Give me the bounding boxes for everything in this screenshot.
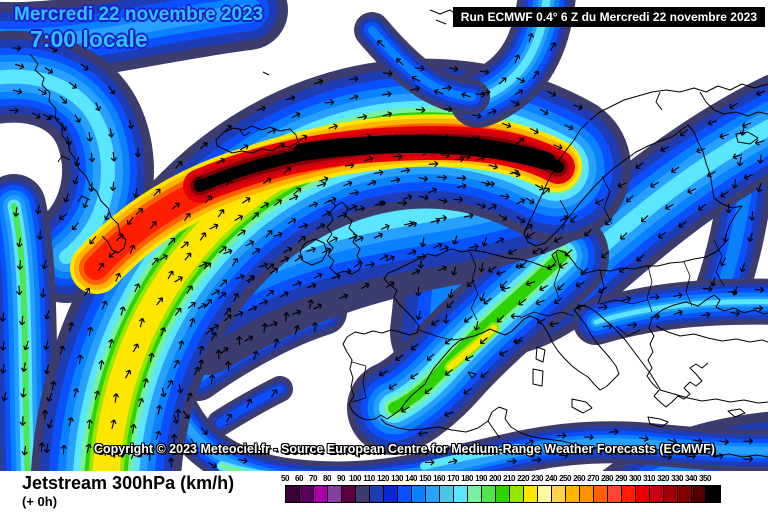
legend-cell [342, 486, 356, 502]
legend-tick-label: 140 [405, 474, 417, 483]
coastlines-layer [29, 9, 768, 458]
legend-cell [580, 486, 594, 502]
legend-tick-label: 330 [671, 474, 683, 483]
legend-cell [594, 486, 608, 502]
legend-cell [300, 486, 314, 502]
legend-tick-label: 70 [309, 474, 317, 483]
legend-tick-label: 210 [503, 474, 515, 483]
legend-tick-label: 90 [337, 474, 345, 483]
legend-cell [398, 486, 412, 502]
legend-color-scale: 50 60 70 80 90 100 110 120 130 140 150 160 170 180 190… [281, 474, 721, 503]
legend-cell [356, 486, 370, 502]
legend-color-cells [285, 485, 721, 503]
legend-tick-label: 350 [699, 474, 711, 483]
legend-tick-label: 130 [391, 474, 403, 483]
forecast-lead-time: (+ 0h) [22, 494, 58, 509]
legend-tick-label: 160 [433, 474, 445, 483]
legend-tick-label: 100 [349, 474, 361, 483]
legend-tick-label: 50 [281, 474, 289, 483]
legend-cell [608, 486, 622, 502]
legend-cell [566, 486, 580, 502]
legend-cell [482, 486, 496, 502]
legend-cell [412, 486, 426, 502]
legend-tick-label: 260 [573, 474, 585, 483]
legend-cell [496, 486, 510, 502]
legend-tick-label: 340 [685, 474, 697, 483]
legend-tick-label: 180 [461, 474, 473, 483]
legend-tick-label: 290 [615, 474, 627, 483]
legend-tick-label: 300 [629, 474, 641, 483]
legend-cell [622, 486, 636, 502]
copyright-text: Copyright © 2023 Meteociel.fr - Source E… [94, 442, 715, 456]
legend-tick-label: 60 [295, 474, 303, 483]
legend-tick-labels: 50 60 70 80 90 100 110 120 130 140 150 160 170 180 190… [278, 474, 721, 485]
legend-tick-label: 320 [657, 474, 669, 483]
legend-cell [468, 486, 482, 502]
legend-cell [552, 486, 566, 502]
legend-cell [678, 486, 692, 502]
legend-tick-label: 200 [489, 474, 501, 483]
map-title: Jetstream 300hPa (km/h) [22, 473, 235, 493]
date-label: Mercredi 22 novembre 2023 [14, 4, 264, 25]
legend-cell [440, 486, 454, 502]
legend-cell [454, 486, 468, 502]
legend-cell [314, 486, 328, 502]
legend-tick-label: 80 [323, 474, 331, 483]
legend-cell [524, 486, 538, 502]
legend-tick-label: 120 [377, 474, 389, 483]
legend-cell [510, 486, 524, 502]
legend-tick-label: 230 [531, 474, 543, 483]
legend-tick-label: 150 [419, 474, 431, 483]
legend-tick-label: 190 [475, 474, 487, 483]
legend-tick-label: 280 [601, 474, 613, 483]
legend-tick-label: 240 [545, 474, 557, 483]
legend-cell [664, 486, 678, 502]
legend-cell [384, 486, 398, 502]
legend-tick-label: 220 [517, 474, 529, 483]
legend-cell [650, 486, 664, 502]
wind-arrows-layer [0, 11, 766, 469]
legend-tick-label: 110 [363, 474, 375, 483]
legend-tick-label: 170 [447, 474, 459, 483]
legend-cell [636, 486, 650, 502]
legend-cell [370, 486, 384, 502]
legend-tick-label: 250 [559, 474, 571, 483]
legend-cell [286, 486, 300, 502]
legend-tick-label: 310 [643, 474, 655, 483]
legend-cell [328, 486, 342, 502]
legend-cell [692, 486, 706, 502]
local-time-label: 7:00 locale [30, 26, 148, 52]
legend-cell [538, 486, 552, 502]
legend-tick-label: 270 [587, 474, 599, 483]
legend-cell [706, 486, 720, 502]
model-run-info: Run ECMWF 0.4° 6 Z du Mercredi 22 novemb… [452, 7, 765, 27]
legend-cell [426, 486, 440, 502]
